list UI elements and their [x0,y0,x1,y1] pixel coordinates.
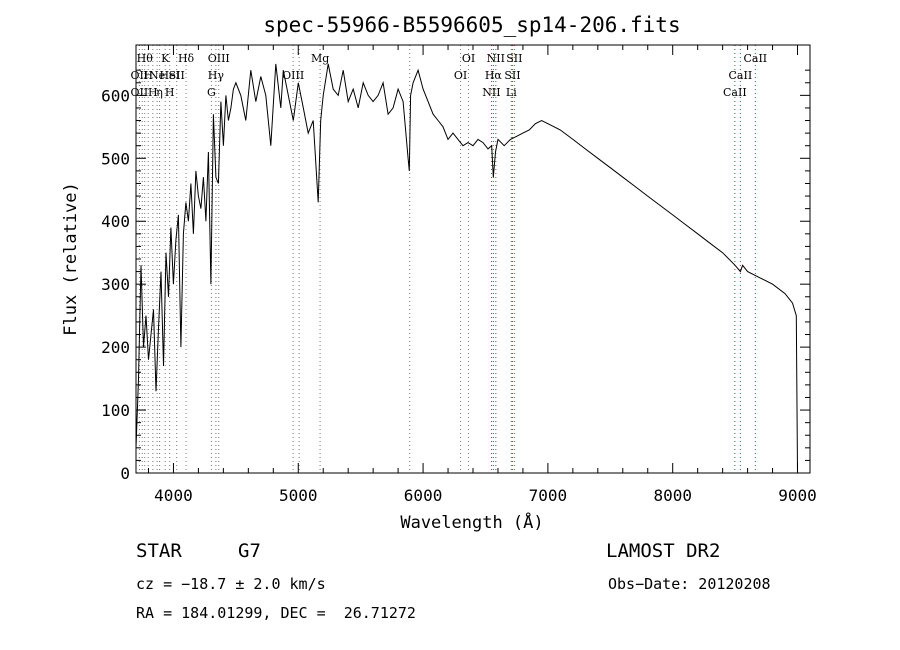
velocity-readout: cz = −18.7 ± 2.0 km/s [136,575,326,593]
obs-date: Obs−Date: 20120208 [608,575,771,593]
spectral-line-label: Ne [149,69,165,82]
spectral-subclass: G7 [238,540,261,562]
spectral-line-label: H [165,86,175,99]
y-tick-label: 200 [101,338,130,357]
y-tick-label: 100 [101,401,130,420]
spectral-line-label: NII [487,52,505,65]
y-tick-label: 0 [120,464,130,483]
spectral-line-label: SII [169,69,185,82]
x-tick-label: 4000 [154,486,193,505]
spectral-line-label: CaII [723,86,747,99]
spectrum-line [135,63,798,474]
spectral-line-label: OII [131,86,149,99]
y-axis-ticks: 0 100 200 300 400 500 600 [101,69,810,483]
x-tick-label: 5000 [279,486,318,505]
spectral-line-label: G [207,86,216,99]
spectral-line-label: H [148,86,158,99]
chart-title: spec-55966-B5596605_sp14-206.fits [263,13,680,37]
spectral-line-label: Hα [485,69,503,82]
y-tick-label: 500 [101,149,130,168]
spectral-line-label: K [161,52,170,65]
marker-lines [138,45,756,473]
y-tick-label: 400 [101,212,130,231]
spectral-line-label: CaII [729,69,753,82]
spectral-line-label: NII [482,86,500,99]
y-axis-label: Flux (relative) [61,182,81,336]
spectral-line-label: HeI [159,69,179,82]
spectral-line-label: OI [462,52,475,65]
y-tick-label: 600 [101,86,130,105]
coordinates: RA = 184.01299, DEC = 26.71272 [136,604,416,622]
x-axis-label: Wavelength (Å) [400,511,543,533]
spectral-line-label: η [156,86,163,99]
spectral-line-label: H [143,69,153,82]
spectral-line-label: CaII [743,52,767,65]
spectral-line-label: OII [131,69,149,82]
spectral-line-label: OI [454,69,467,82]
survey-name: LAMOST DR2 [606,540,721,562]
spectral-line-label: SII [506,52,522,65]
spectral-line-label: Hδ [178,52,195,65]
spectral-line-label: Hγ [208,69,225,82]
spectral-line-label: OIII [282,69,304,82]
line-labels: OIIOIIHθHHNeηKHHeISIIHδGHγOIIIOIIIMgOIOI… [131,52,768,99]
x-tick-label: 7000 [529,486,568,505]
x-tick-label: 6000 [404,486,443,505]
spectral-line-label: Hθ [137,52,154,65]
x-axis-ticks: 4000 5000 6000 7000 8000 9000 [147,45,817,505]
spectral-line-label: Li [506,86,517,99]
y-tick-label: 300 [101,275,130,294]
plot-frame [135,44,811,474]
x-tick-label: 9000 [778,486,817,505]
spectral-line-label: OIII [208,52,230,65]
x-tick-label: 8000 [653,486,692,505]
spectral-line-label: SII [504,69,520,82]
spectral-line-label: Mg [311,52,329,65]
object-type: STAR [136,540,182,562]
